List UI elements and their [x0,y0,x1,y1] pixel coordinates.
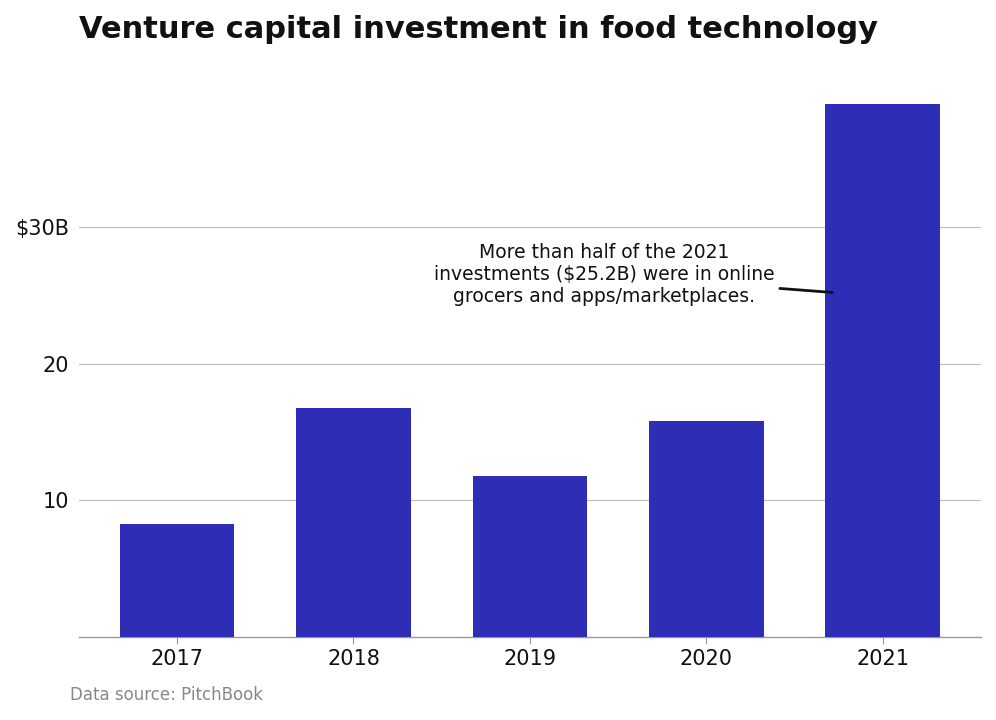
Text: Data source: PitchBook: Data source: PitchBook [70,686,263,704]
Text: More than half of the 2021
investments ($25.2B) were in online
grocers and apps/: More than half of the 2021 investments (… [433,243,833,307]
Bar [296,408,410,637]
Bar [120,523,234,637]
Bar [826,104,940,637]
Bar [472,476,588,637]
Bar [649,421,764,637]
Text: Venture capital investment in food technology: Venture capital investment in food techn… [79,15,877,44]
